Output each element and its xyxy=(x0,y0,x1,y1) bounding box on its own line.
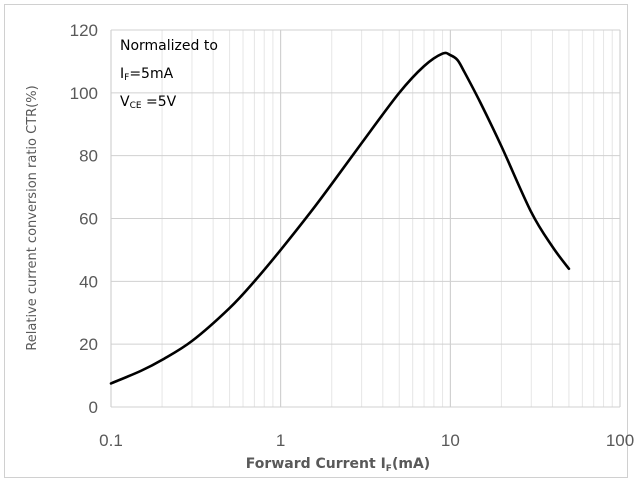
ctr-curve xyxy=(109,51,571,385)
series-group xyxy=(109,51,571,385)
annotation-line-1: Normalized to xyxy=(120,38,218,54)
annotation-line-2: IF=5mA xyxy=(120,66,174,83)
grid xyxy=(110,29,621,408)
y-axis-label: Relative current conversion ratio CTR(%) xyxy=(25,85,40,350)
y-tick-label: 40 xyxy=(79,272,98,291)
y-tick-label: 100 xyxy=(70,84,98,103)
x-tick-label: 10 xyxy=(441,431,460,450)
annotation-box: Normalized to IF=5mA VCE =5V xyxy=(120,38,218,111)
y-tick-label: 60 xyxy=(79,210,98,229)
y-tick-label: 120 xyxy=(70,21,98,40)
x-tick-label: 1 xyxy=(276,431,285,450)
y-tick-label: 80 xyxy=(79,147,98,166)
x-tick-label: 0.1 xyxy=(99,431,123,450)
x-tick-labels: 0.1 1 10 100 xyxy=(99,431,634,450)
chart-frame xyxy=(4,4,628,478)
x-tick-label: 100 xyxy=(606,431,634,450)
y-tick-label: 0 xyxy=(89,398,98,417)
y-tick-label: 20 xyxy=(79,335,98,354)
x-axis-label: Forward Current IF(mA) xyxy=(246,456,430,474)
annotation-line-3: VCE =5V xyxy=(120,94,177,111)
y-tick-labels: 0 20 40 60 80 100 120 xyxy=(70,21,98,417)
